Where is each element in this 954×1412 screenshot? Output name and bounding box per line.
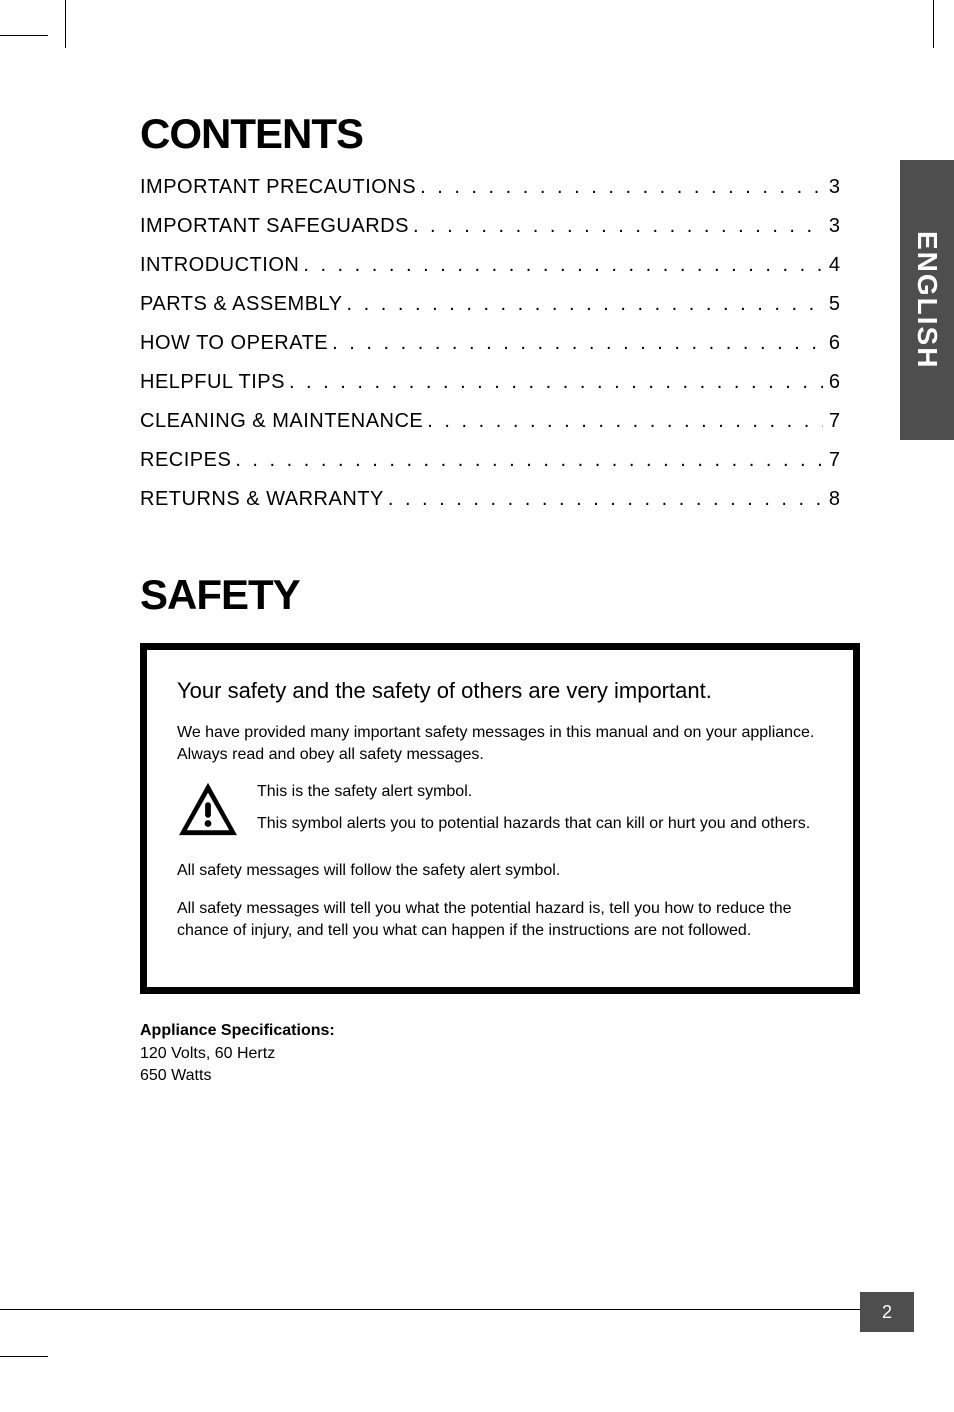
safety-paragraph: All safety messages will follow the safe… — [177, 860, 823, 882]
crop-mark — [65, 0, 66, 48]
warning-icon — [177, 781, 239, 842]
toc-label: HELPFUL TIPS — [140, 371, 285, 394]
toc-row: CLEANING & MAINTENANCE 7 — [140, 410, 840, 433]
toc-page: 7 — [823, 449, 840, 472]
toc-row: PARTS & ASSEMBLY 5 — [140, 293, 840, 316]
footer-rule — [0, 1309, 860, 1310]
crop-mark — [0, 35, 48, 36]
toc-page: 3 — [823, 215, 840, 238]
toc-page: 7 — [823, 410, 840, 433]
crop-mark — [0, 1356, 48, 1357]
toc-page: 4 — [823, 254, 840, 277]
toc-dots — [328, 332, 823, 355]
toc-dots — [423, 410, 823, 433]
safety-lead: Your safety and the safety of others are… — [177, 678, 823, 704]
toc-row: RETURNS & WARRANTY 8 — [140, 488, 840, 511]
language-tab-label: ENGLISH — [911, 231, 943, 369]
appliance-specifications: Appliance Specifications: 120 Volts, 60 … — [140, 1020, 860, 1087]
toc-row: IMPORTANT PRECAUTIONS 3 — [140, 176, 840, 199]
toc-page: 8 — [823, 488, 840, 511]
toc-page: 6 — [823, 371, 840, 394]
toc-row: IMPORTANT SAFEGUARDS 3 — [140, 215, 840, 238]
safety-heading: SAFETY — [140, 571, 860, 619]
toc-label: IMPORTANT SAFEGUARDS — [140, 215, 409, 238]
toc-label: CLEANING & MAINTENANCE — [140, 410, 423, 433]
toc-dots — [409, 215, 823, 238]
page-number-value: 2 — [882, 1302, 892, 1323]
safety-icon-line2: This symbol alerts you to potential haza… — [257, 813, 810, 835]
toc-label: INTRODUCTION — [140, 254, 299, 277]
toc-page: 5 — [823, 293, 840, 316]
toc-label: PARTS & ASSEMBLY — [140, 293, 343, 316]
contents-heading: CONTENTS — [140, 110, 860, 158]
toc-dots — [384, 488, 823, 511]
toc-page: 6 — [823, 332, 840, 355]
toc-dots — [285, 371, 823, 394]
toc-dots — [416, 176, 823, 199]
toc-dots — [343, 293, 823, 316]
toc-dots — [231, 449, 823, 472]
toc-row: INTRODUCTION 4 — [140, 254, 840, 277]
toc-row: RECIPES 7 — [140, 449, 840, 472]
toc-page: 3 — [823, 176, 840, 199]
toc-label: RECIPES — [140, 449, 231, 472]
page-content: CONTENTS IMPORTANT PRECAUTIONS 3 IMPORTA… — [140, 110, 860, 1087]
toc-row: HOW TO OPERATE 6 — [140, 332, 840, 355]
safety-paragraph: All safety messages will tell you what t… — [177, 898, 823, 941]
toc-label: IMPORTANT PRECAUTIONS — [140, 176, 416, 199]
language-tab: ENGLISH — [900, 160, 954, 440]
safety-box: Your safety and the safety of others are… — [140, 643, 860, 994]
toc-label: RETURNS & WARRANTY — [140, 488, 384, 511]
toc-dots — [299, 254, 823, 277]
safety-icon-row: This is the safety alert symbol. This sy… — [177, 781, 823, 844]
table-of-contents: IMPORTANT PRECAUTIONS 3 IMPORTANT SAFEGU… — [140, 176, 840, 511]
toc-row: HELPFUL TIPS 6 — [140, 371, 840, 394]
crop-mark — [933, 0, 934, 48]
safety-paragraph: We have provided many important safety m… — [177, 722, 823, 765]
safety-icon-text: This is the safety alert symbol. This sy… — [257, 781, 810, 844]
toc-label: HOW TO OPERATE — [140, 332, 328, 355]
spec-line: 120 Volts, 60 Hertz — [140, 1043, 860, 1065]
page-number: 2 — [860, 1292, 914, 1332]
safety-icon-line1: This is the safety alert symbol. — [257, 781, 810, 803]
spec-title: Appliance Specifications: — [140, 1020, 860, 1042]
spec-line: 650 Watts — [140, 1065, 860, 1087]
